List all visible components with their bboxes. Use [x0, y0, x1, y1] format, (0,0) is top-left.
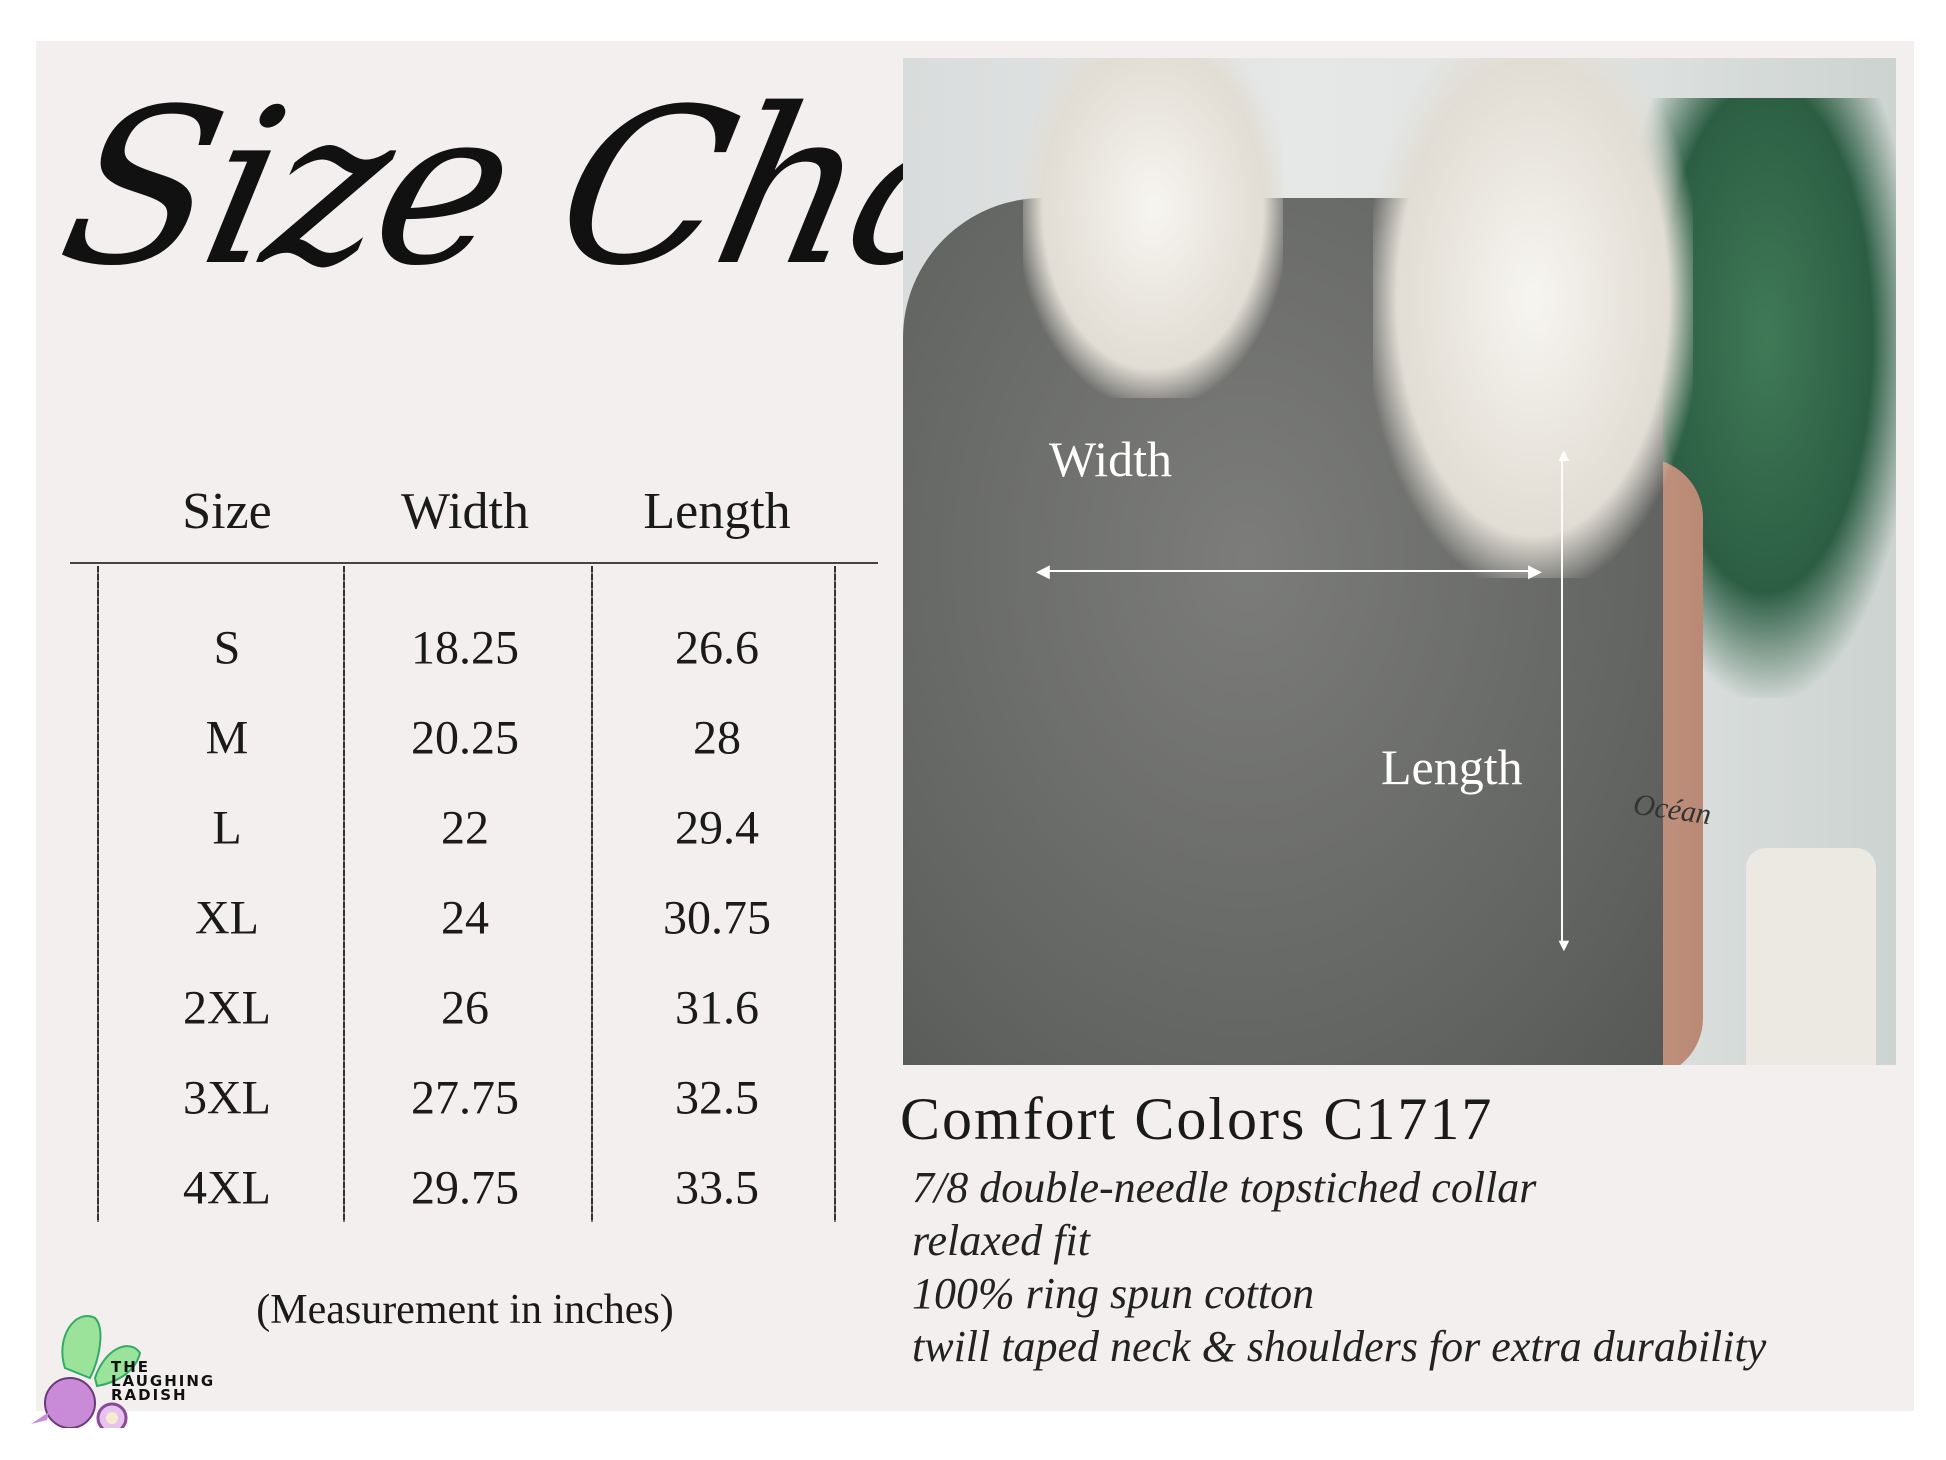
width-cell: 24 — [441, 891, 489, 945]
laughing-radish-logo — [31, 1315, 142, 1428]
size-cell: XL — [195, 891, 259, 945]
feature-item: relaxed fit — [912, 1216, 1090, 1265]
header-size: Size — [182, 483, 272, 540]
arrow-up-icon: ▲ — [1555, 445, 1573, 465]
length-arrow — [1561, 454, 1563, 944]
length-cell: 32.5 — [675, 1071, 759, 1125]
logo-text: THE LAUGHING RADISH — [111, 1358, 216, 1404]
size-cell: 3XL — [183, 1071, 271, 1125]
pot-image — [1746, 848, 1876, 1065]
header-width: Width — [401, 483, 529, 540]
hair-image — [1023, 58, 1283, 398]
product-name: Comfort Colors C1717 — [900, 1086, 1494, 1152]
length-cell: 29.4 — [675, 801, 759, 855]
length-cell: 33.5 — [675, 1161, 759, 1215]
feature-item: 7/8 double-needle topstiched collar — [912, 1163, 1537, 1212]
arrow-left-icon: ◀ — [1036, 561, 1050, 581]
size-cell: 4XL — [183, 1161, 271, 1215]
column-divider — [591, 566, 593, 1222]
column-divider — [97, 566, 99, 1222]
width-cell: 20.25 — [411, 711, 519, 765]
model-photo: Width ◀ ▶ ▲ ▼ Length Océan — [903, 58, 1896, 1065]
feature-item: twill taped neck & shoulders for extra d… — [912, 1322, 1767, 1371]
width-cell: 29.75 — [411, 1161, 519, 1215]
width-cell: 18.25 — [411, 621, 519, 675]
size-cell: 2XL — [183, 981, 271, 1035]
arrow-down-icon: ▼ — [1555, 935, 1573, 955]
arrow-right-icon: ▶ — [1528, 561, 1542, 581]
column-divider — [834, 566, 836, 1222]
header-divider — [70, 562, 878, 564]
width-label: Width — [1049, 431, 1172, 487]
width-arrow — [1042, 570, 1536, 572]
size-cell: S — [213, 621, 241, 675]
length-label: Length — [1381, 739, 1523, 795]
size-cell: M — [205, 711, 249, 765]
length-cell: 26.6 — [675, 621, 759, 675]
width-cell: 27.75 — [411, 1071, 519, 1125]
header-length: Length — [643, 483, 791, 540]
width-cell: 22 — [441, 801, 489, 855]
width-cell: 26 — [441, 981, 489, 1035]
length-cell: 30.75 — [663, 891, 771, 945]
column-divider — [343, 566, 345, 1222]
hair-image — [1373, 58, 1693, 578]
measurement-note: (Measurement in inches) — [256, 1287, 674, 1333]
length-cell: 31.6 — [675, 981, 759, 1035]
feature-item: 100% ring spun cotton — [912, 1269, 1315, 1318]
length-cell: 28 — [693, 711, 741, 765]
size-cell: L — [212, 801, 242, 855]
